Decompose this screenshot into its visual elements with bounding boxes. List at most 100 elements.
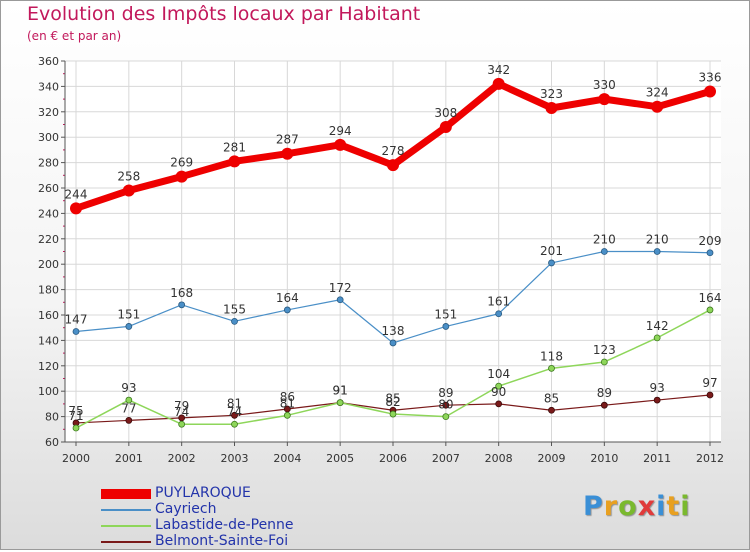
series-labastide-de-penne-point xyxy=(125,396,133,404)
series-puylaroque-data-label: 342 xyxy=(487,63,510,77)
series-puylaroque-point xyxy=(651,100,664,113)
series-cayriech-data-label: 147 xyxy=(65,313,88,327)
series-belmont-sainte-foi-data-label: 79 xyxy=(174,399,189,413)
series-labastide-de-penne-point xyxy=(495,382,503,390)
series-belmont-sainte-foi-data-label: 77 xyxy=(121,401,136,415)
series-puylaroque-point xyxy=(334,138,347,151)
proxiti-logo: Proxiti xyxy=(583,491,691,522)
y-tick-label: 260 xyxy=(38,182,59,195)
series-cayriech-data-label: 151 xyxy=(117,307,140,321)
series-belmont-sainte-foi-point xyxy=(442,401,450,409)
series-labastide-de-penne-data-label: 74 xyxy=(174,405,189,419)
series-labastide-de-penne-data-label: 93 xyxy=(121,381,136,395)
series-puylaroque-data-label: 278 xyxy=(382,144,405,158)
series-cayriech-point xyxy=(125,323,133,330)
y-tick-label: 340 xyxy=(38,80,59,93)
y-tick-label: 200 xyxy=(38,258,59,271)
y-tick-label: 100 xyxy=(38,385,59,398)
series-cayriech-point xyxy=(600,248,608,255)
series-puylaroque-data-label: 287 xyxy=(276,133,299,147)
series-puylaroque-point xyxy=(228,155,241,168)
series-puylaroque-point xyxy=(387,159,399,172)
series-labastide-de-penne-point xyxy=(178,420,186,428)
legend-item-labastide-de-penne: Labastide-de-Penne xyxy=(101,517,361,536)
y-tick-label: 180 xyxy=(38,284,59,297)
y-tick-label: 140 xyxy=(38,334,59,347)
series-cayriech-point xyxy=(389,339,397,347)
series-belmont-sainte-foi-point xyxy=(231,411,238,419)
x-tick-label: 2004 xyxy=(273,452,301,465)
series-cayriech-data-label: 210 xyxy=(593,233,616,247)
x-tick-label: 2012 xyxy=(696,452,724,465)
chart-subtitle: (en € et par an) xyxy=(27,29,122,43)
series-cayriech-point xyxy=(336,296,344,304)
series-puylaroque-point xyxy=(70,202,82,215)
series-labastide-de-penne-data-label: 80 xyxy=(438,398,453,412)
series-belmont-sainte-foi-point xyxy=(495,400,503,408)
series-belmont-sainte-foi-point xyxy=(125,417,133,424)
series-labastide-de-penne-point xyxy=(389,410,397,418)
series-cayriech-data-label: 164 xyxy=(276,291,299,305)
series-labastide-de-penne-data-label: 104 xyxy=(487,367,510,381)
series-cayriech-point xyxy=(653,248,661,255)
legend-swatch xyxy=(101,525,151,527)
y-tick-label: 60 xyxy=(45,436,59,449)
x-tick-label: 2007 xyxy=(432,452,460,465)
series-belmont-sainte-foi-data-label: 93 xyxy=(650,381,665,395)
series-labastide-de-penne-data-label: 81 xyxy=(280,396,295,410)
series-puylaroque-data-label: 244 xyxy=(65,187,88,201)
y-tick-label: 360 xyxy=(38,55,59,68)
series-cayriech-point xyxy=(495,310,503,318)
x-tick-label: 2001 xyxy=(115,452,143,465)
series-belmont-sainte-foi-data-label: 89 xyxy=(597,386,612,400)
series-cayriech-data-label: 168 xyxy=(170,286,193,300)
series-puylaroque-data-label: 294 xyxy=(329,124,352,138)
series-puylaroque-data-label: 323 xyxy=(540,87,563,101)
series-labastide-de-penne-data-label: 164 xyxy=(699,291,722,305)
series-puylaroque-data-label: 308 xyxy=(434,106,457,120)
series-labastide-de-penne-point xyxy=(706,306,714,314)
logo-letter: x xyxy=(637,491,657,522)
y-tick-label: 300 xyxy=(38,131,59,144)
x-tick-label: 2003 xyxy=(221,452,249,465)
logo-letter: i xyxy=(656,491,667,522)
logo-letter: i xyxy=(680,491,691,522)
series-labastide-de-penne-point xyxy=(600,358,608,366)
series-cayriech-data-label: 161 xyxy=(487,295,510,309)
x-tick-label: 2000 xyxy=(62,452,90,465)
series-puylaroque-point xyxy=(545,101,558,114)
series-puylaroque-point xyxy=(492,77,505,90)
series-labastide-de-penne-data-label: 71 xyxy=(68,409,83,423)
series-puylaroque-point xyxy=(439,121,452,134)
legend-label: Labastide-de-Penne xyxy=(155,517,294,533)
legend-swatch xyxy=(101,541,151,543)
series-cayriech-point xyxy=(442,323,450,330)
series-belmont-sainte-foi-data-label: 86 xyxy=(280,390,295,404)
series-cayriech-point xyxy=(72,328,80,335)
series-labastide-de-penne-data-label: 142 xyxy=(646,319,669,333)
chart-title: Evolution des Impôts locaux par Habitant xyxy=(27,3,421,25)
logo-letter: P xyxy=(583,491,604,522)
logo-letter: r xyxy=(603,491,619,522)
series-labastide-de-penne-data-label: 91 xyxy=(333,384,348,398)
series-belmont-sainte-foi-point xyxy=(706,391,714,399)
series-labastide-de-penne-point xyxy=(653,334,661,342)
y-tick-label: 220 xyxy=(38,233,59,246)
series-cayriech-data-label: 209 xyxy=(699,234,722,248)
series-cayriech-data-label: 201 xyxy=(540,244,563,258)
series-cayriech-data-label: 210 xyxy=(646,233,669,247)
series-belmont-sainte-foi-data-label: 85 xyxy=(385,391,400,405)
series-puylaroque-data-label: 330 xyxy=(593,78,616,92)
series-labastide-de-penne-data-label: 82 xyxy=(385,395,400,409)
logo-letter: o xyxy=(618,491,638,522)
x-tick-label: 2008 xyxy=(485,452,513,465)
series-belmont-sainte-foi-data-label: 97 xyxy=(702,376,717,390)
y-tick-label: 280 xyxy=(38,157,59,170)
y-tick-label: 240 xyxy=(38,207,59,220)
x-tick-label: 2011 xyxy=(643,452,671,465)
y-tick-label: 80 xyxy=(45,411,59,424)
series-labastide-de-penne-point xyxy=(231,420,238,428)
series-puylaroque-data-label: 336 xyxy=(699,70,722,84)
